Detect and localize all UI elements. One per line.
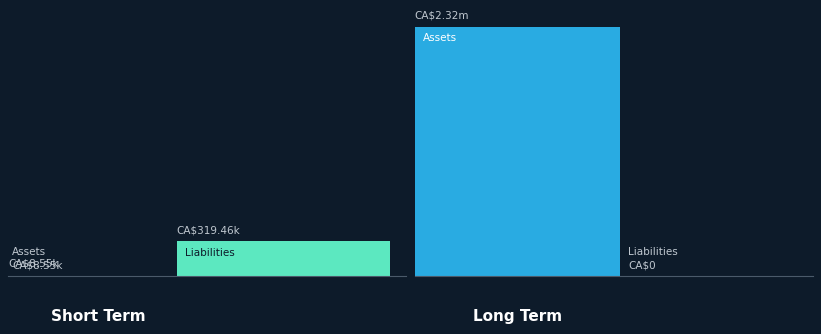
FancyBboxPatch shape xyxy=(8,275,111,276)
Text: CA$0: CA$0 xyxy=(628,261,656,271)
Text: CA$8.55k: CA$8.55k xyxy=(12,261,63,271)
FancyBboxPatch shape xyxy=(177,241,390,276)
Text: Assets: Assets xyxy=(423,33,457,43)
Text: Liabilities: Liabilities xyxy=(628,247,678,257)
Text: Long Term: Long Term xyxy=(473,309,562,324)
Text: Assets: Assets xyxy=(12,247,47,257)
Text: CA$8.55k: CA$8.55k xyxy=(8,259,59,269)
Text: Short Term: Short Term xyxy=(51,309,146,324)
FancyBboxPatch shape xyxy=(415,27,620,276)
Text: Liabilities: Liabilities xyxy=(185,248,235,258)
Text: CA$2.32m: CA$2.32m xyxy=(415,11,469,21)
Text: CA$319.46k: CA$319.46k xyxy=(177,225,241,235)
